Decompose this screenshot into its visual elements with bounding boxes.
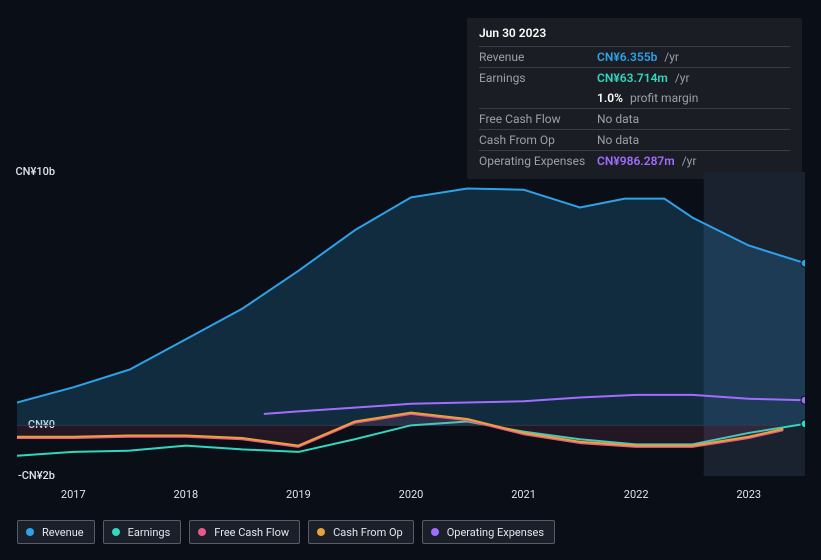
info-row: Free Cash FlowNo data [479, 109, 790, 130]
legend-swatch-icon [26, 528, 34, 536]
x-axis-tick-label: 2019 [286, 488, 311, 501]
legend-item-label: Free Cash Flow [214, 526, 289, 539]
x-axis-tick-label: 2021 [511, 488, 536, 501]
x-axis-tick-label: 2018 [173, 488, 198, 501]
series-marker-revenue [801, 259, 805, 267]
info-row: 1.0% profit margin [479, 88, 790, 109]
info-row-suffix: profit margin [627, 91, 698, 105]
info-row-value: CN¥6.355b /yr [597, 50, 679, 64]
info-row: EarningsCN¥63.714m /yr [479, 68, 790, 88]
legend-swatch-icon [317, 528, 325, 536]
info-row-label: Free Cash Flow [479, 112, 597, 126]
financials-chart-panel: { "info": { "title": "Jun 30 2023", "row… [0, 0, 821, 560]
legend-swatch-icon [198, 528, 206, 536]
chart-legend: Revenue Earnings Free Cash Flow Cash From O… [17, 520, 555, 544]
legend-item-label: Operating Expenses [447, 526, 544, 539]
info-row-suffix: /yr [679, 154, 697, 168]
legend-item-label: Earnings [128, 526, 171, 539]
legend-item-fcf[interactable]: Free Cash Flow [189, 520, 300, 544]
info-row-label: Earnings [479, 71, 597, 85]
info-row-suffix: /yr [672, 71, 690, 85]
x-axis-tick-label: 2022 [624, 488, 649, 501]
x-axis-tick-label: 2020 [399, 488, 424, 501]
legend-item-earnings[interactable]: Earnings [103, 520, 182, 544]
x-axis-tick-label: 2023 [736, 488, 761, 501]
legend-swatch-icon [431, 528, 439, 536]
series-marker-earnings [801, 420, 805, 428]
legend-item-label: Cash From Op [333, 526, 403, 539]
info-row-value: No data [597, 112, 639, 126]
legend-item-opex[interactable]: Operating Expenses [422, 520, 555, 544]
financials-line-chart[interactable] [17, 172, 805, 476]
legend-item-cfo[interactable]: Cash From Op [308, 520, 414, 544]
legend-item-revenue[interactable]: Revenue [17, 520, 95, 544]
series-marker-opex [801, 396, 805, 404]
legend-item-label: Revenue [42, 526, 84, 539]
info-row: Operating ExpensesCN¥986.287m /yr [479, 151, 790, 171]
info-row-value: 1.0% profit margin [597, 91, 698, 105]
info-row-value: CN¥986.287m /yr [597, 154, 696, 168]
info-row: Cash From OpNo data [479, 130, 790, 151]
legend-swatch-icon [112, 528, 120, 536]
info-row-label: Revenue [479, 50, 597, 64]
info-tooltip-box: Jun 30 2023 RevenueCN¥6.355b /yrEarnings… [467, 18, 802, 179]
info-tooltip-date: Jun 30 2023 [479, 24, 790, 47]
info-row-value: CN¥63.714m /yr [597, 71, 690, 85]
info-row-value: No data [597, 133, 639, 147]
x-axis-tick-label: 2017 [61, 488, 86, 501]
series-fill-revenue [17, 188, 805, 425]
info-row-label: Cash From Op [479, 133, 597, 147]
info-row-label: Operating Expenses [479, 154, 597, 168]
info-row: RevenueCN¥6.355b /yr [479, 47, 790, 68]
info-row-suffix: /yr [661, 50, 679, 64]
